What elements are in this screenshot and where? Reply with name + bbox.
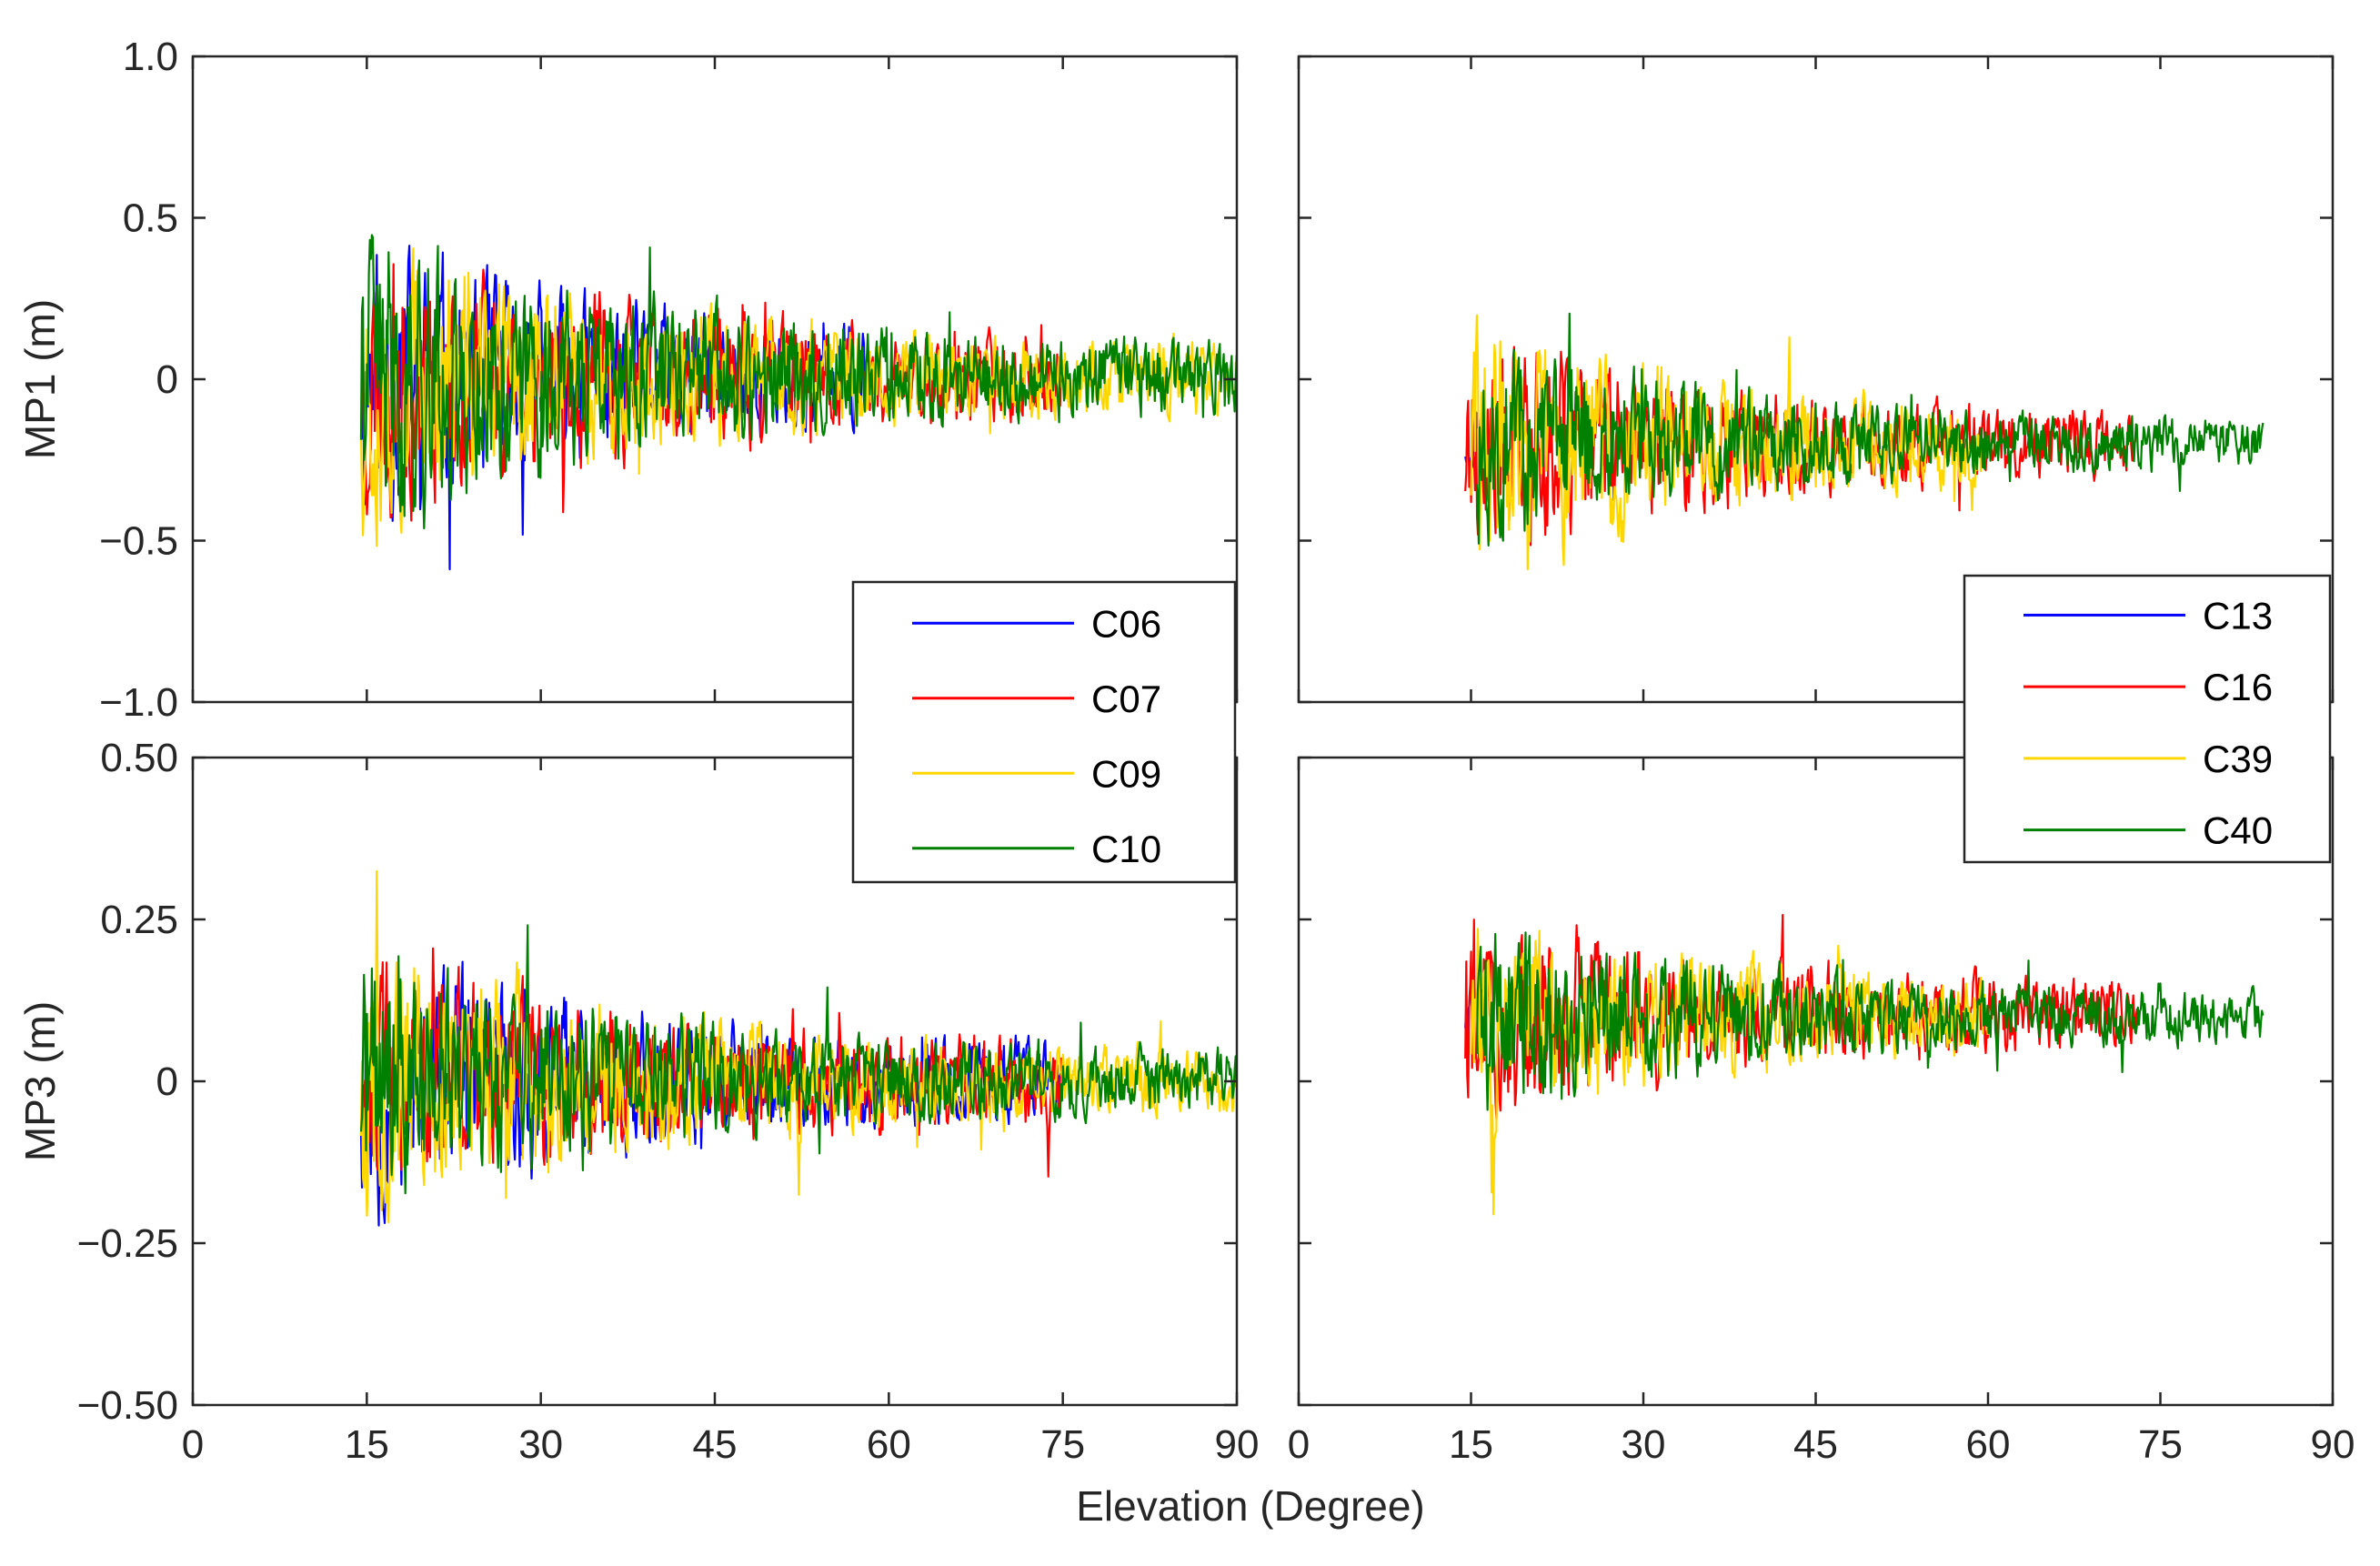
legend-right: C13 C16 C39 C40 bbox=[1963, 574, 2332, 864]
series-group bbox=[359, 234, 1237, 571]
series-line-c40 bbox=[1475, 931, 2265, 1111]
series-line-c40 bbox=[1475, 312, 2265, 547]
y-tick-label: −0.25 bbox=[77, 1221, 178, 1266]
x-tick-label: 30 bbox=[518, 1422, 563, 1467]
y-tick-label: 0.5 bbox=[123, 196, 178, 241]
x-tick-label: 45 bbox=[1793, 1422, 1838, 1467]
legend-label-c10: C10 bbox=[1091, 828, 1161, 870]
y-axis-title: MP1 (m) bbox=[16, 299, 64, 459]
panel-mp3_right: 0 15 30 45 60 75 90 bbox=[1288, 756, 2355, 1467]
legend-label-c40: C40 bbox=[2203, 809, 2273, 852]
y-tick-label: −1.0 bbox=[99, 680, 178, 725]
legend-label-c09: C09 bbox=[1091, 752, 1161, 795]
legends: C06 C07 C09 C10 C13 C16 C39 C40 bbox=[851, 574, 2332, 884]
y-tick-label: 0 bbox=[156, 1059, 178, 1104]
x-tick-label: 75 bbox=[2138, 1422, 2183, 1467]
series-group bbox=[359, 869, 1237, 1227]
series-group bbox=[1464, 312, 2265, 571]
y-tick-label: 0.50 bbox=[100, 736, 178, 780]
panel-mp1_left: −1.0 −0.5 0 0.5 1.0 MP1 (m) bbox=[16, 35, 1239, 725]
series-group bbox=[1464, 913, 2265, 1216]
legend-label-c07: C07 bbox=[1091, 678, 1161, 720]
y-axis-title: MP3 (m) bbox=[16, 1001, 64, 1161]
x-tick-label: 45 bbox=[693, 1422, 738, 1467]
series-line-c10 bbox=[359, 234, 1237, 530]
x-tick-label: 15 bbox=[345, 1422, 389, 1467]
x-tick-label: 75 bbox=[1040, 1422, 1085, 1467]
legend-label-c13: C13 bbox=[2203, 594, 2273, 637]
legend-box bbox=[1963, 574, 2332, 864]
x-tick-label: 90 bbox=[2311, 1422, 2355, 1467]
y-tick-label: 1.0 bbox=[123, 35, 178, 79]
x-tick-label: 90 bbox=[1215, 1422, 1260, 1467]
legend-left: C06 C07 C09 C10 bbox=[851, 580, 1237, 884]
x-tick-label: 15 bbox=[1449, 1422, 1493, 1467]
y-tick-label: 0 bbox=[156, 357, 178, 402]
legend-box bbox=[851, 580, 1237, 884]
y-tick-label: 0.25 bbox=[100, 898, 178, 942]
series-line-c10 bbox=[359, 924, 1237, 1195]
x-tick-label: 60 bbox=[867, 1422, 911, 1467]
plot-area bbox=[1299, 758, 2333, 1405]
y-tick-label: −0.5 bbox=[99, 519, 178, 564]
x-axis-title: Elevation (Degree) bbox=[1076, 1482, 1425, 1530]
legend-label-c06: C06 bbox=[1091, 602, 1161, 645]
x-tick-label: 60 bbox=[1966, 1422, 2011, 1467]
x-tick-label: 0 bbox=[182, 1422, 204, 1467]
x-tick-label: 0 bbox=[1288, 1422, 1310, 1467]
y-tick-label: −0.50 bbox=[77, 1383, 178, 1428]
x-tick-label: 30 bbox=[1622, 1422, 1666, 1467]
legend-label-c39: C39 bbox=[2203, 738, 2273, 780]
legend-label-c16: C16 bbox=[2203, 666, 2273, 708]
